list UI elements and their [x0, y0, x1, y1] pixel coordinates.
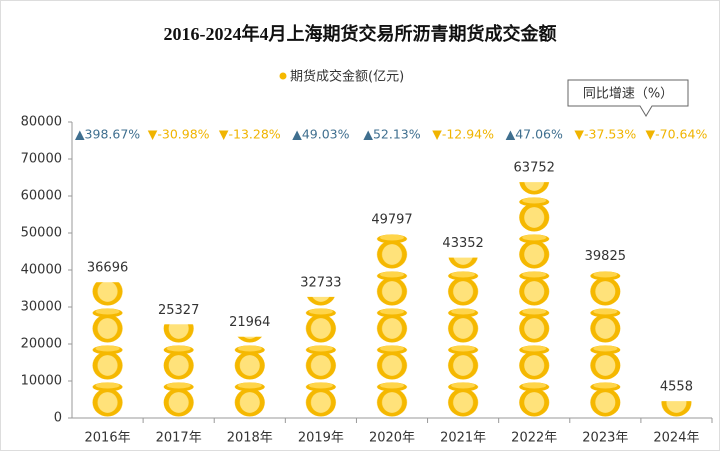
y-tick-label: 40000 [21, 263, 62, 278]
y-tick-label: 50000 [21, 226, 62, 241]
y-tick-label: 60000 [21, 189, 62, 204]
growth-label: ▼-13.28% [219, 127, 281, 142]
y-tick-label: 80000 [21, 115, 62, 130]
y-tick-label: 70000 [21, 152, 62, 167]
value-label: 43352 [442, 236, 483, 251]
growth-label: ▲52.13% [363, 127, 420, 142]
y-tick-label: 20000 [21, 337, 62, 352]
bar [72, 282, 144, 418]
x-tick-label: 2019年 [298, 431, 344, 446]
growth-label: ▲398.67% [75, 127, 140, 142]
value-label: 25327 [158, 303, 199, 318]
bar [356, 233, 428, 418]
chart-title: 2016-2024年4月上海期货交易所沥青期货成交金额 [164, 23, 557, 44]
value-label: 4558 [660, 380, 693, 395]
bar [498, 182, 570, 418]
y-tick-label: 10000 [21, 374, 62, 389]
growth-label: ▼-70.64% [646, 127, 708, 142]
x-tick-label: 2016年 [85, 431, 131, 446]
growth-label: ▼-37.53% [574, 127, 636, 142]
callout-box [567, 79, 689, 117]
x-tick-label: 2022年 [511, 431, 557, 446]
bar [569, 270, 641, 418]
legend-icon [279, 72, 287, 80]
bar [143, 324, 215, 418]
growth-label: ▼-30.98% [148, 127, 210, 142]
value-label: 63752 [514, 161, 555, 176]
legend-label: 期货成交金额(亿元) [290, 69, 404, 85]
value-label: 21964 [229, 315, 270, 330]
value-label: 39825 [585, 249, 626, 264]
value-label: 49797 [371, 212, 412, 227]
bar [214, 336, 286, 418]
x-tick-label: 2018年 [227, 431, 273, 446]
x-tick-label: 2024年 [653, 431, 699, 446]
callout-label: 同比增速（%） [583, 87, 673, 102]
bar [640, 401, 712, 418]
value-label: 36696 [87, 261, 128, 276]
value-label: 32733 [300, 275, 341, 290]
y-tick-label: 30000 [21, 300, 62, 315]
bar [285, 296, 357, 418]
x-tick-label: 2023年 [582, 431, 628, 446]
x-tick-label: 2017年 [156, 431, 202, 446]
bar [427, 257, 499, 418]
growth-label: ▲47.06% [506, 127, 563, 142]
y-tick-label: 0 [54, 411, 62, 426]
growth-label: ▲49.03% [292, 127, 349, 142]
growth-label: ▼-12.94% [432, 127, 494, 142]
x-tick-label: 2020年 [369, 431, 415, 446]
x-tick-label: 2021年 [440, 431, 486, 446]
